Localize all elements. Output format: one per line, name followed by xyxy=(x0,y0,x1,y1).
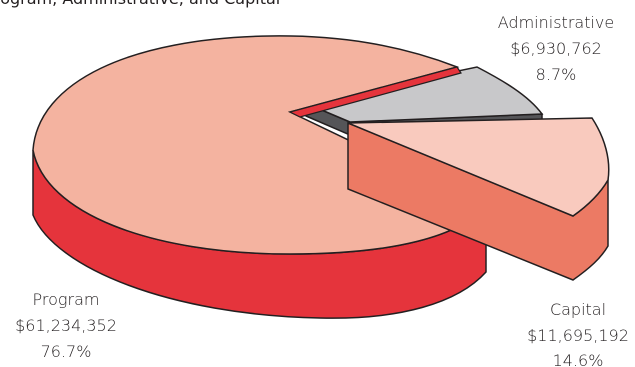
slice-capital-top xyxy=(347,117,610,217)
slice-capital xyxy=(347,117,610,281)
label-program: Program $61,234,352 76.7% xyxy=(15,290,117,361)
chart-title: rogram, Administrative, and Capital xyxy=(0,0,280,8)
slice-administrative-top xyxy=(302,66,544,123)
label-capital-name: Capital xyxy=(550,300,606,319)
label-administrative: Administrative $6,930,762 8.7% xyxy=(498,13,614,84)
label-administrative-amount: $6,930,762 xyxy=(510,39,602,58)
label-capital: Capital $11,695,192 14.6% xyxy=(527,300,629,367)
label-program-amount: $61,234,352 xyxy=(15,316,117,335)
label-administrative-name: Administrative xyxy=(498,13,614,32)
label-capital-percent: 14.6% xyxy=(553,351,604,367)
slice-program-accent xyxy=(288,66,462,118)
label-program-percent: 76.7% xyxy=(41,342,92,361)
label-capital-amount: $11,695,192 xyxy=(527,326,629,345)
label-administrative-percent: 8.7% xyxy=(536,65,577,84)
label-program-name: Program xyxy=(33,290,100,309)
